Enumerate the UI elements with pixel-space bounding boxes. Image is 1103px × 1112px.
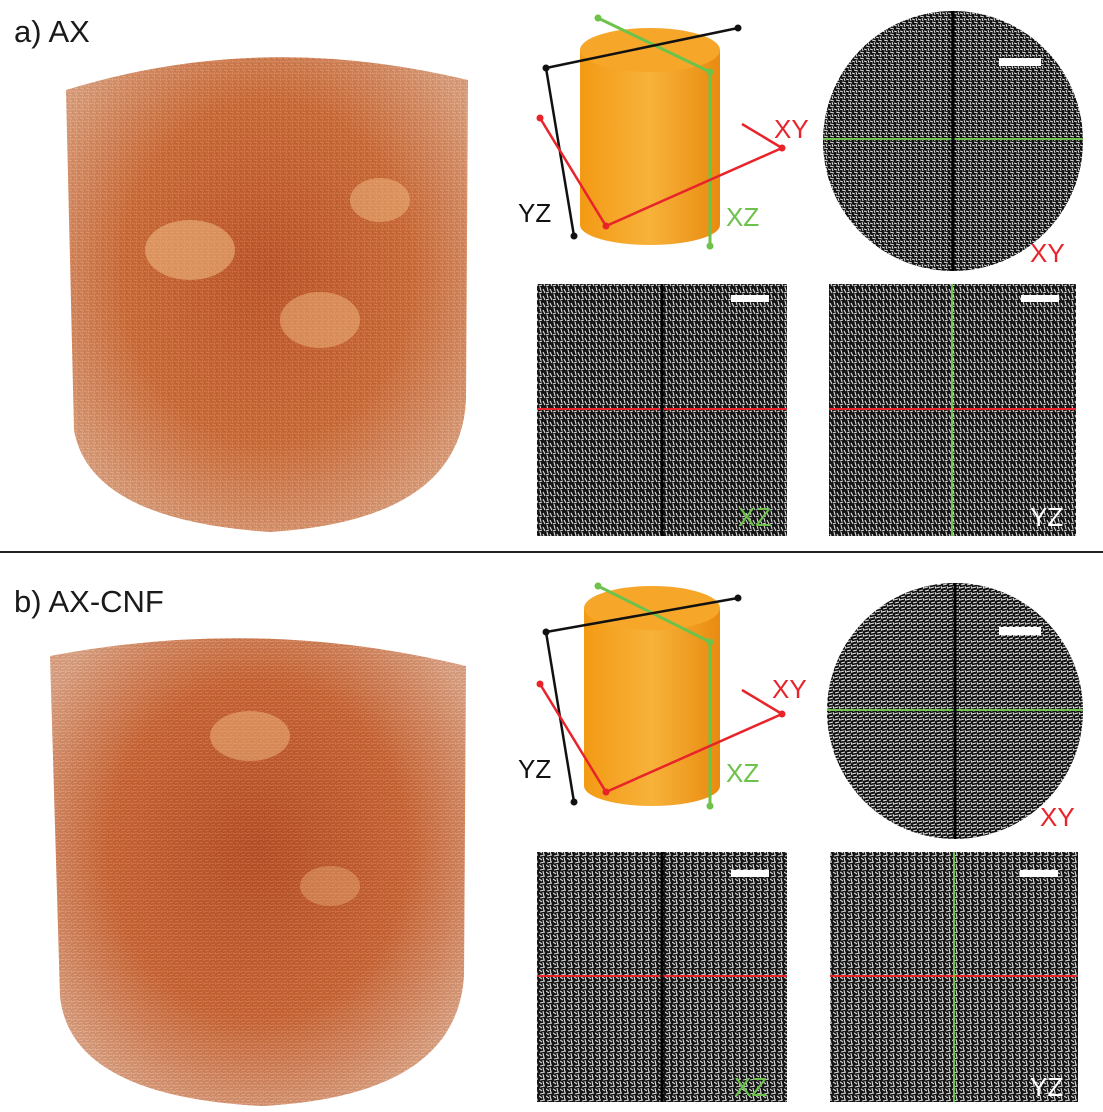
panel-ax-figure: XY YZ XZ XY XZ YZ — [66, 11, 1083, 536]
scale-bar-icon — [1021, 295, 1059, 302]
slice-yz-label: YZ — [1030, 502, 1063, 532]
panel-ax: a) AX — [14, 11, 1083, 536]
panel-divider — [0, 551, 1103, 553]
panel-ax-cnf-figure: XY YZ XZ XY XZ YZ — [50, 582, 1083, 1106]
xy-slice: XY — [827, 583, 1083, 839]
scale-bar-icon — [999, 58, 1041, 66]
schematic-xy-label: XY — [774, 114, 809, 144]
scale-bar-icon — [731, 870, 769, 877]
scale-bar-icon — [731, 295, 769, 302]
schematic-xy-label: XY — [772, 674, 807, 704]
panel-ax-cnf: b) AX-CNF — [0, 556, 1103, 1112]
xz-slice: XZ — [537, 284, 787, 536]
xz-slice: XZ — [537, 852, 787, 1102]
volume-rendering — [66, 57, 468, 532]
volume-rendering — [50, 638, 466, 1106]
slice-xy-label: XY — [1030, 238, 1065, 268]
yz-slice: YZ — [829, 284, 1076, 536]
schematic-yz-label: YZ — [518, 198, 551, 228]
panel-label: a) AX — [14, 14, 90, 49]
slice-xy-label: XY — [1040, 802, 1075, 832]
slice-xz-label: XZ — [734, 1072, 767, 1102]
xy-slice: XY — [823, 11, 1083, 271]
cylinder-schematic: XY YZ XZ — [518, 14, 809, 250]
scale-bar-icon — [999, 627, 1041, 635]
slice-yz-label: YZ — [1030, 1072, 1063, 1102]
schematic-yz-label: YZ — [518, 754, 551, 784]
panel-label: b) AX-CNF — [14, 584, 164, 619]
cylinder-schematic: XY YZ XZ — [518, 582, 807, 810]
schematic-xz-label: XZ — [726, 758, 759, 788]
scale-bar-icon — [1020, 870, 1058, 877]
schematic-xz-label: XZ — [726, 202, 759, 232]
slice-xz-label: XZ — [738, 502, 771, 532]
yz-slice: YZ — [830, 852, 1078, 1102]
